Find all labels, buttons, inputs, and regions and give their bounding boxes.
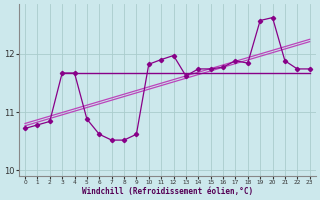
X-axis label: Windchill (Refroidissement éolien,°C): Windchill (Refroidissement éolien,°C) xyxy=(82,187,253,196)
